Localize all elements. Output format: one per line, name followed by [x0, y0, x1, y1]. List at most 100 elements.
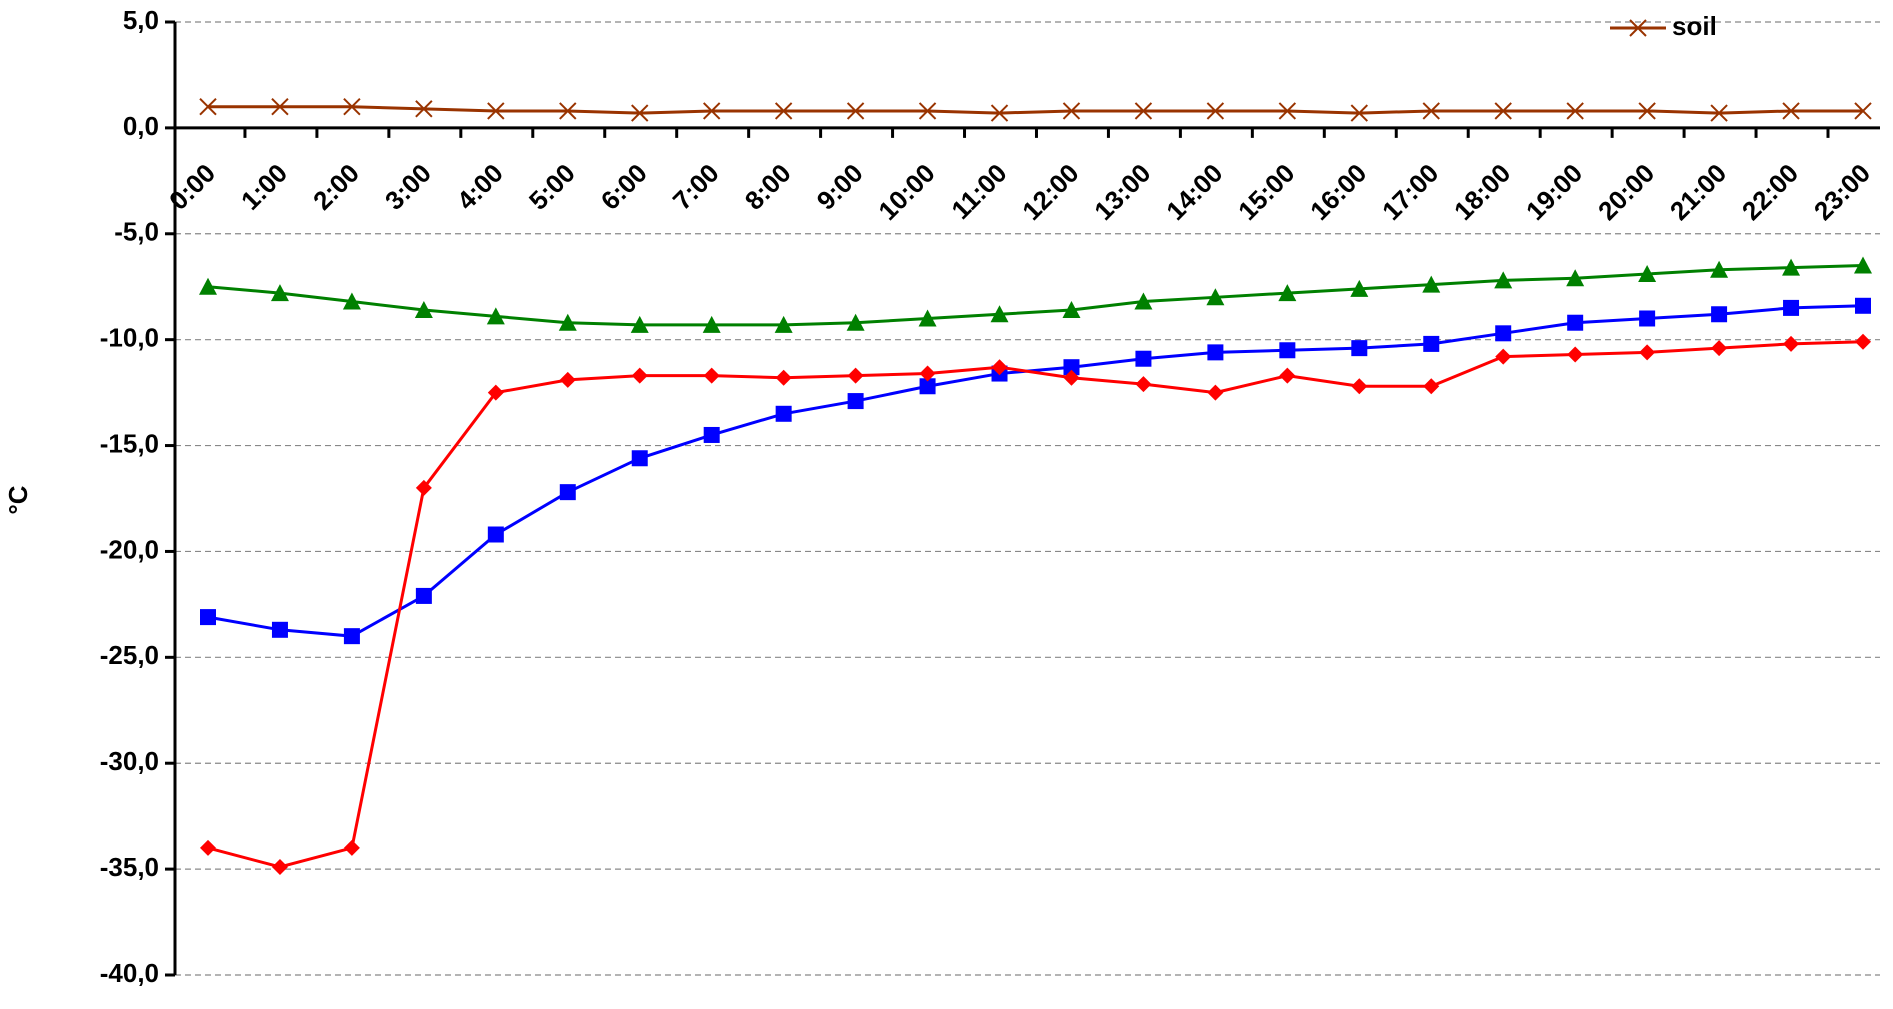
data-point — [415, 100, 433, 118]
y-tick-label: -35,0 — [100, 852, 159, 882]
data-point — [1566, 269, 1585, 287]
y-tick-label: -30,0 — [100, 746, 159, 776]
data-point — [199, 277, 217, 295]
x-tick-label: 3:00 — [379, 158, 437, 216]
data-point — [415, 479, 432, 496]
x-tick-label: 5:00 — [523, 158, 581, 216]
data-point — [271, 858, 288, 875]
data-point — [1782, 102, 1800, 120]
data-point — [702, 315, 721, 333]
x-tick-label: 20:00 — [1592, 158, 1660, 226]
data-point — [1639, 310, 1656, 327]
data-point — [918, 309, 937, 327]
y-tick-label: -15,0 — [100, 428, 159, 458]
data-point — [487, 102, 505, 120]
data-point — [559, 484, 576, 501]
data-point — [702, 102, 721, 120]
data-point — [846, 102, 865, 120]
data-point — [1567, 346, 1584, 363]
y-axis-title: °C — [3, 485, 33, 514]
data-point — [1495, 348, 1512, 365]
data-point — [1782, 258, 1801, 276]
data-point — [343, 839, 360, 856]
data-point — [559, 371, 576, 388]
x-tick-label: 12:00 — [1016, 158, 1084, 226]
data-point — [1495, 325, 1512, 342]
data-point — [1854, 256, 1872, 274]
data-point — [775, 405, 792, 422]
y-tick-label: 5,0 — [123, 5, 159, 35]
data-point — [1350, 279, 1369, 297]
x-tick-label: 15:00 — [1232, 158, 1300, 226]
data-point — [846, 313, 865, 331]
data-point — [1854, 102, 1872, 120]
x-tick-label: 1:00 — [235, 158, 293, 216]
data-point — [1062, 102, 1081, 120]
data-point — [1207, 344, 1224, 361]
data-point — [1422, 102, 1440, 120]
data-point — [1783, 299, 1800, 316]
data-point — [343, 98, 361, 116]
x-tick-label: 2:00 — [307, 158, 365, 216]
data-point — [1423, 335, 1440, 352]
data-point — [774, 315, 793, 333]
data-point — [991, 359, 1008, 376]
data-point — [1494, 102, 1512, 120]
data-point — [1567, 314, 1584, 331]
data-point — [1278, 284, 1297, 302]
data-point — [486, 307, 505, 325]
y-tick-label: -10,0 — [100, 323, 159, 353]
x-tick-label: 14:00 — [1160, 158, 1228, 226]
series-line — [208, 105, 1863, 115]
data-point — [342, 292, 361, 310]
y-tick-label: 0,0 — [123, 111, 159, 141]
data-point — [199, 98, 217, 116]
data-point — [1566, 102, 1584, 120]
y-tick-label: -40,0 — [100, 958, 159, 988]
data-point — [847, 367, 864, 384]
x-tick-label: 21:00 — [1664, 158, 1732, 226]
x-tick-label: 10:00 — [872, 158, 940, 226]
data-point — [1710, 104, 1728, 122]
data-point — [200, 839, 216, 856]
data-point — [990, 305, 1009, 323]
data-point — [1206, 288, 1225, 306]
x-tick-label: 22:00 — [1736, 158, 1804, 226]
data-point — [631, 450, 648, 467]
x-tick-label: 16:00 — [1304, 158, 1372, 226]
data-point — [919, 365, 936, 382]
data-point — [1063, 359, 1080, 376]
x-tick-label: 8:00 — [739, 158, 797, 216]
series-line — [207, 340, 1864, 869]
data-point — [630, 315, 649, 333]
data-point — [270, 284, 289, 302]
data-point — [703, 426, 720, 443]
data-point — [415, 587, 432, 604]
x-tick-label: 13:00 — [1088, 158, 1156, 226]
x-tick-label: 7:00 — [667, 158, 725, 216]
data-point — [1494, 271, 1513, 289]
data-point — [775, 369, 792, 386]
x-tick-label: 19:00 — [1520, 158, 1588, 226]
series-line — [207, 304, 1864, 638]
x-tick-label: 17:00 — [1376, 158, 1444, 226]
y-tick-label: -25,0 — [100, 640, 159, 670]
data-point — [1207, 384, 1224, 401]
data-point — [1638, 102, 1656, 120]
data-point — [271, 621, 288, 638]
data-point — [1135, 376, 1152, 393]
x-tick-label: 0:00 — [163, 158, 221, 216]
data-point — [703, 367, 720, 384]
data-point — [1279, 367, 1296, 384]
data-point — [1855, 297, 1871, 314]
x-tick-label: 18:00 — [1448, 158, 1516, 226]
data-point — [558, 313, 577, 331]
data-point — [559, 102, 577, 120]
data-point — [343, 628, 360, 645]
x-tick-label: 6:00 — [595, 158, 653, 216]
data-point — [631, 367, 648, 384]
data-point — [1639, 344, 1656, 361]
data-point — [200, 609, 216, 626]
x-tick-label: 23:00 — [1808, 158, 1876, 226]
data-point — [414, 301, 433, 319]
